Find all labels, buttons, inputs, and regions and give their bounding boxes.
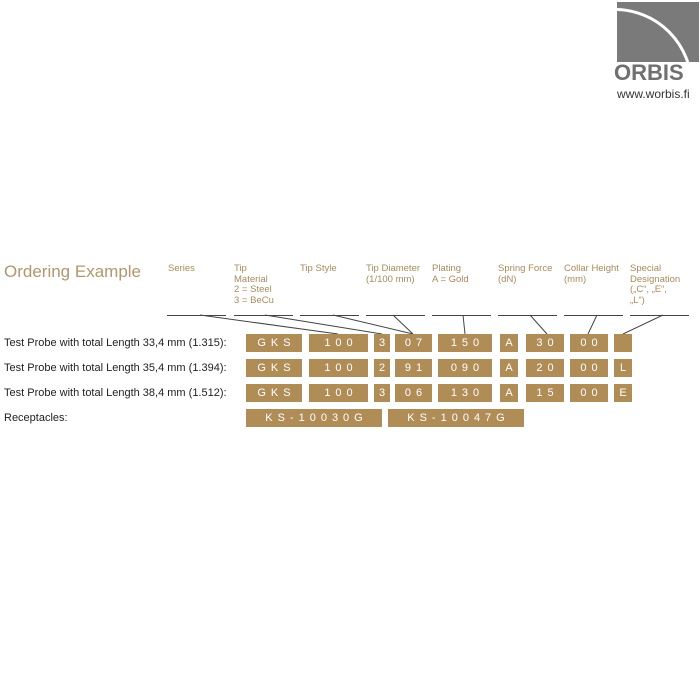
code-box-tip-style: 91 — [395, 359, 432, 377]
code-box-collar-height: 00 — [570, 359, 608, 377]
code-box-tip-material: 2 — [374, 359, 390, 377]
header-underline — [366, 315, 425, 316]
brand-name: ORBIS — [614, 60, 684, 85]
receptacle-code: KS-10030G — [246, 409, 382, 427]
code-box-tip-material: 3 — [374, 384, 390, 402]
code-box-collar-height: 00 — [570, 384, 608, 402]
code-box-tip-diameter: 150 — [438, 334, 492, 352]
header-tip-material: Tip Material 2 = Steel 3 = BeCu — [234, 263, 274, 306]
code-box-length: 100 — [309, 384, 368, 402]
code-box-length: 100 — [309, 359, 368, 377]
header-special-designation: Special Designation („C“, „E“, „L“) — [630, 263, 681, 306]
header-underline — [167, 315, 226, 316]
orbis-logo-icon — [617, 2, 699, 62]
code-box-series: GKS — [246, 384, 302, 402]
header-underline — [432, 315, 491, 316]
website-url: www.worbis.fi — [617, 87, 690, 101]
header-underline — [630, 315, 689, 316]
code-box-spring-force: 20 — [526, 359, 564, 377]
connector-line — [587, 314, 598, 335]
header-underline — [234, 315, 293, 316]
code-box-length: 100 — [309, 334, 368, 352]
row-label: Test Probe with total Length 35,4 mm (1.… — [4, 362, 227, 374]
connector-line — [199, 314, 339, 335]
connector-line — [264, 314, 383, 335]
page-title: Ordering Example — [4, 262, 142, 281]
header-tip-diameter: Tip Diameter (1/100 mm) — [366, 263, 421, 285]
header-underline — [498, 315, 557, 316]
code-box-series: GKS — [246, 334, 302, 352]
connector-line — [622, 314, 664, 335]
connector-line — [529, 314, 548, 335]
header-tip-style: Tip Style — [300, 263, 337, 274]
code-box-special — [614, 334, 632, 352]
code-box-series: GKS — [246, 359, 302, 377]
code-box-plating: A — [500, 359, 518, 377]
code-box-tip-style: 07 — [395, 334, 432, 352]
header-underline — [300, 315, 359, 316]
code-box-spring-force: 30 — [526, 334, 564, 352]
connector-line — [392, 314, 414, 335]
code-box-plating: A — [500, 384, 518, 402]
connector-line — [462, 314, 466, 335]
connector-line — [332, 314, 414, 335]
header-plating: Plating A = Gold — [432, 263, 469, 285]
header-series: Series — [168, 263, 195, 274]
code-box-special: E — [614, 384, 632, 402]
code-box-plating: A — [500, 334, 518, 352]
row-label: Test Probe with total Length 33,4 mm (1.… — [4, 337, 227, 349]
code-box-tip-diameter: 130 — [438, 384, 492, 402]
header-underline — [564, 315, 623, 316]
code-box-special: L — [614, 359, 632, 377]
header-collar-height: Collar Height (mm) — [564, 263, 619, 285]
code-box-tip-material: 3 — [374, 334, 390, 352]
code-box-collar-height: 00 — [570, 334, 608, 352]
code-box-tip-style: 06 — [395, 384, 432, 402]
row-label: Test Probe with total Length 38,4 mm (1.… — [4, 387, 227, 399]
header-spring-force: Spring Force (dN) — [498, 263, 553, 285]
code-box-tip-diameter: 090 — [438, 359, 492, 377]
receptacles-label: Receptacles: — [4, 412, 68, 424]
receptacle-code: KS-10047G — [388, 409, 524, 427]
code-box-spring-force: 15 — [526, 384, 564, 402]
